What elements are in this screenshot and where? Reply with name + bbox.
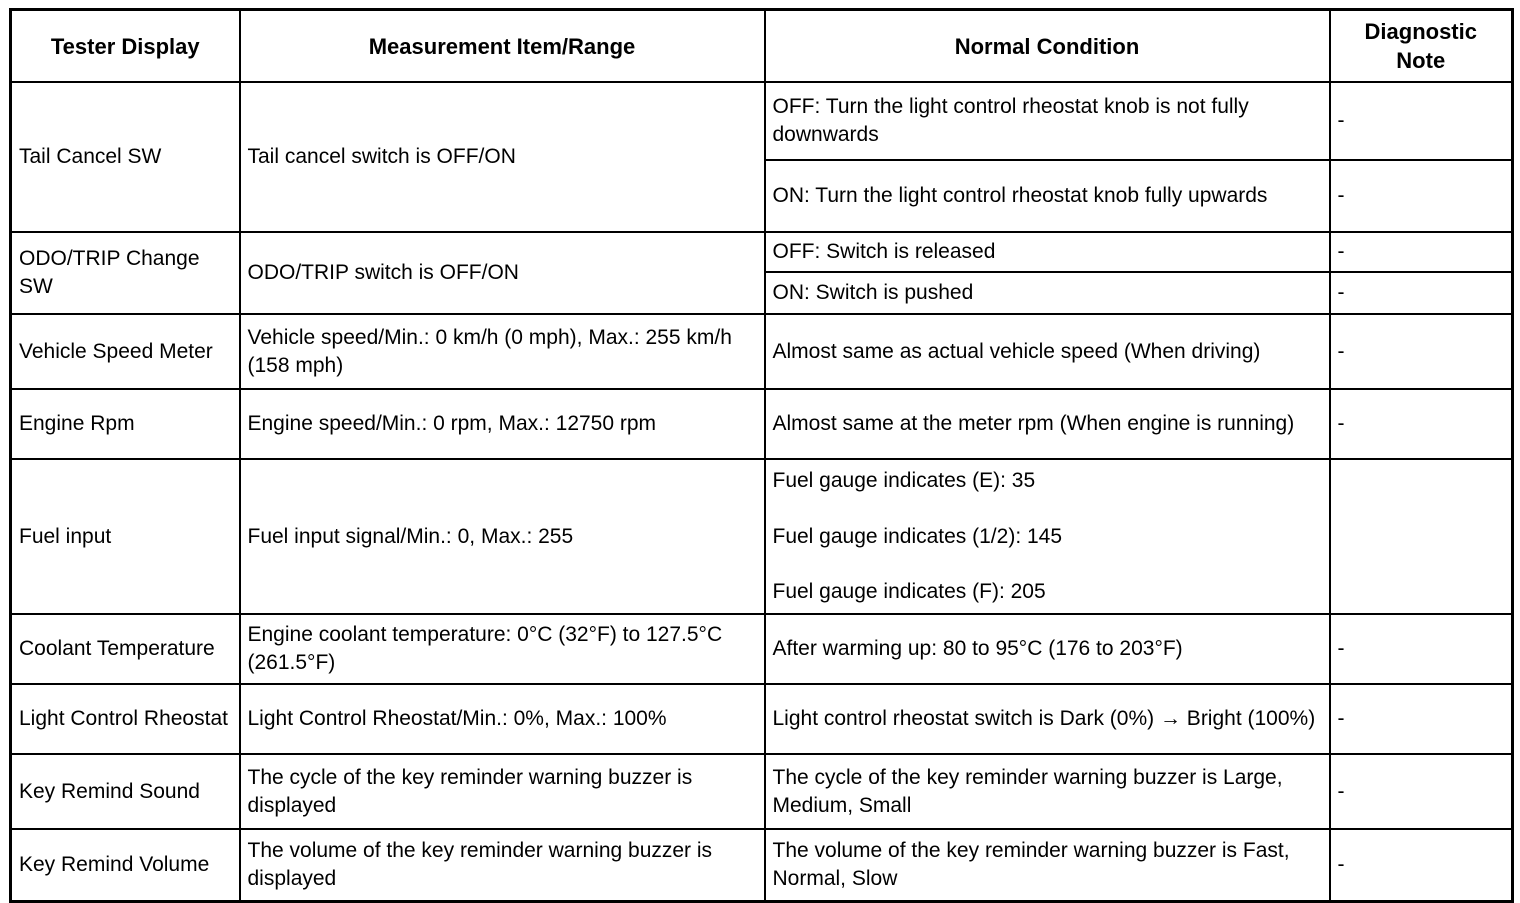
tester-display-cell: Fuel input — [9, 458, 241, 616]
table-row-engine-rpm: Engine Rpm Engine speed/Min.: 0 rpm, Max… — [9, 388, 1514, 461]
table-row-tail-cancel-on: ON: Turn the light control rheostat knob… — [11, 159, 1514, 234]
table-row-light-control-rheostat: Light Control Rheostat Light Control Rhe… — [9, 683, 1514, 756]
tester-display-cell: Key Remind Volume — [9, 828, 241, 903]
normal-condition-cell: Almost same as actual vehicle speed (Whe… — [763, 313, 1331, 391]
normal-condition-cell: After warming up: 80 to 95°C (176 to 203… — [763, 613, 1331, 686]
fuel-condition-half: Fuel gauge indicates (1/2): 145 — [772, 524, 1063, 548]
tester-display-cell: Tail Cancel SW — [9, 81, 241, 234]
header-normal-condition: Normal Condition — [763, 8, 1331, 84]
diagnostic-note-cell: - — [1328, 313, 1514, 391]
table-row-odo-trip-on: ON: Switch is pushed - — [11, 271, 1514, 316]
table-row-key-remind-sound: Key Remind Sound The cycle of the key re… — [9, 753, 1514, 831]
normal-condition-cell: The cycle of the key reminder warning bu… — [763, 753, 1331, 831]
normal-condition-cell: OFF: Turn the light control rheostat kno… — [763, 81, 1331, 162]
diagnostic-note-cell: - — [1328, 683, 1514, 756]
measurement-cell: Engine speed/Min.: 0 rpm, Max.: 12750 rp… — [238, 388, 766, 461]
table-row-fuel-input: Fuel input Fuel input signal/Min.: 0, Ma… — [9, 458, 1514, 616]
fuel-condition-empty: Fuel gauge indicates (E): 35 — [772, 468, 1036, 492]
header-tester-display: Tester Display — [9, 8, 241, 84]
table-row-tail-cancel: Tail Cancel SW Tail cancel switch is OFF… — [9, 81, 1514, 234]
table-row-odo-trip: ODO/TRIP Change SW ODO/TRIP switch is OF… — [9, 231, 1514, 316]
measurement-cell: Fuel input signal/Min.: 0, Max.: 255 — [238, 458, 766, 616]
measurement-cell: Tail cancel switch is OFF/ON — [238, 81, 766, 234]
diagnostic-note-cell: - — [1328, 271, 1514, 316]
normal-condition-cell: ON: Turn the light control rheostat knob… — [763, 159, 1331, 234]
normal-condition-cell: OFF: Switch is released — [763, 231, 1331, 274]
diagnostic-note-cell: - — [1328, 613, 1514, 686]
tester-display-cell: Engine Rpm — [9, 388, 241, 461]
measurement-cell: Vehicle speed/Min.: 0 km/h (0 mph), Max.… — [238, 313, 766, 391]
normal-condition-cell: Light control rheostat switch is Dark (0… — [763, 683, 1331, 756]
tester-display-cell: ODO/TRIP Change SW — [9, 231, 241, 316]
diagnostic-note-cell: - — [1328, 81, 1514, 162]
diagnostic-data-table: Tester Display Measurement Item/Range No… — [9, 8, 1514, 903]
normal-condition-cell: Almost same at the meter rpm (When engin… — [763, 388, 1331, 461]
tester-display-cell: Coolant Temperature — [9, 613, 241, 686]
measurement-cell: ODO/TRIP switch is OFF/ON — [238, 231, 766, 316]
diagnostic-note-cell: - — [1328, 159, 1514, 234]
tester-display-cell: Vehicle Speed Meter — [9, 313, 241, 391]
diagnostic-note-cell: - — [1328, 231, 1514, 274]
tester-display-cell: Key Remind Sound — [9, 753, 241, 831]
diagnostic-note-cell — [1328, 458, 1514, 616]
diagnostic-note-cell: - — [1328, 828, 1514, 903]
tester-display-cell: Light Control Rheostat — [9, 683, 241, 756]
header-diagnostic-note: Diagnostic Note — [1328, 8, 1514, 84]
header-row: Tester Display Measurement Item/Range No… — [9, 8, 1514, 84]
measurement-cell: The volume of the key reminder warning b… — [238, 828, 766, 903]
measurement-cell: The cycle of the key reminder warning bu… — [238, 753, 766, 831]
header-measurement-item: Measurement Item/Range — [238, 8, 766, 84]
normal-condition-cell: Fuel gauge indicates (E): 35 Fuel gauge … — [763, 458, 1331, 616]
normal-condition-cell: The volume of the key reminder warning b… — [763, 828, 1331, 903]
measurement-cell: Engine coolant temperature: 0°C (32°F) t… — [238, 613, 766, 686]
diagnostic-note-cell: - — [1328, 388, 1514, 461]
table-row-coolant-temperature: Coolant Temperature Engine coolant tempe… — [9, 613, 1514, 686]
fuel-condition-full: Fuel gauge indicates (F): 205 — [772, 580, 1046, 604]
table-row-vehicle-speed: Vehicle Speed Meter Vehicle speed/Min.: … — [9, 313, 1514, 391]
normal-condition-cell: ON: Switch is pushed — [763, 271, 1331, 316]
table-row-key-remind-volume: Key Remind Volume The volume of the key … — [9, 828, 1514, 903]
diagnostic-note-cell: - — [1328, 753, 1514, 831]
measurement-cell: Light Control Rheostat/Min.: 0%, Max.: 1… — [238, 683, 766, 756]
